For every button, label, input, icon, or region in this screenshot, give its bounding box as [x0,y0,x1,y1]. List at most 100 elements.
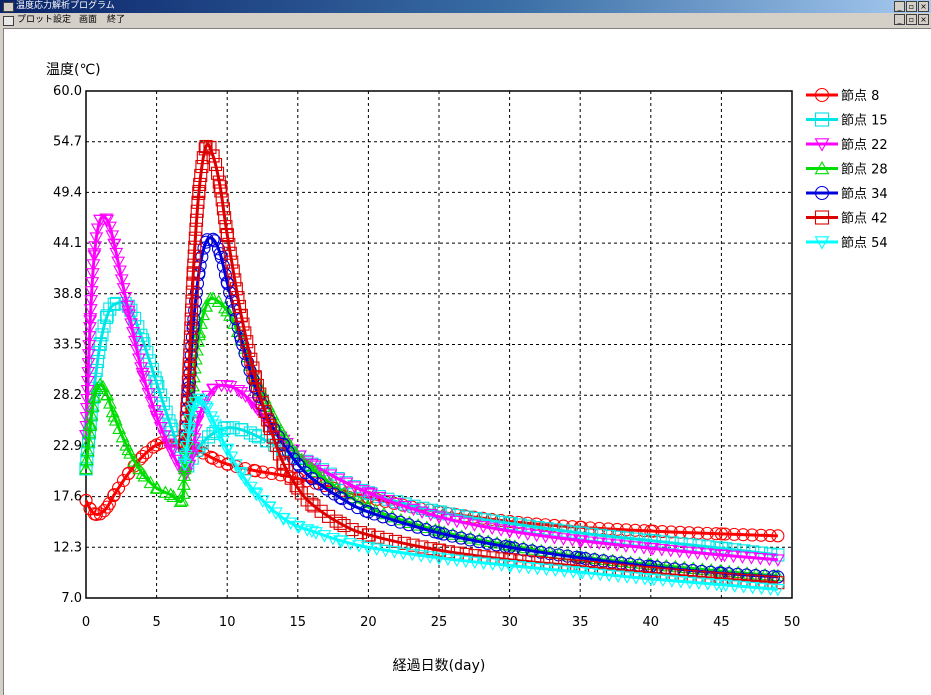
data-point-marker [814,87,830,103]
data-point-marker [137,337,151,351]
close-button[interactable]: × [918,1,929,12]
menu-screen[interactable]: 画面 [79,15,98,25]
data-point-marker [387,546,402,559]
data-point-marker [371,530,385,544]
data-point-marker [547,532,562,545]
data-point-marker [145,362,159,376]
data-point-marker [199,139,213,154]
data-point-marker [176,477,191,490]
data-point-marker [206,415,221,429]
data-point-marker [181,384,195,398]
data-point-marker [238,474,253,487]
data-point-marker [620,531,635,545]
data-point-marker [105,230,120,243]
data-point-marker [208,157,223,172]
y-tick-label: 60.0 [53,84,82,99]
data-point-marker [85,399,100,412]
data-point-marker [601,538,616,551]
data-point-marker [81,367,96,380]
maximize-button[interactable]: ▫ [906,1,917,12]
data-point-marker [593,568,608,582]
data-point-marker [80,403,94,416]
data-point-marker [188,240,202,254]
data-point-marker [206,232,220,246]
data-point-marker [441,513,456,527]
data-point-marker [122,309,137,323]
menu-exit[interactable]: 終了 [107,15,126,25]
data-point-marker [261,399,276,412]
data-point-marker [548,564,563,577]
data-point-marker [259,406,273,420]
data-point-marker [441,553,455,567]
data-point-marker [135,367,150,381]
data-point-marker [112,421,127,435]
data-point-marker [620,571,635,584]
data-point-marker [220,457,234,471]
data-point-marker [234,386,249,400]
data-point-marker [592,537,607,550]
data-point-marker [186,276,200,290]
y-tick-label: 7.0 [61,591,82,606]
data-point-marker [372,491,387,505]
menu-plot-settings[interactable]: プロット設定 [17,15,72,25]
data-point-marker [521,561,536,575]
data-point-marker [195,250,209,264]
legend-label: 節点 42 [841,212,888,227]
doc-restore-button[interactable]: ▫ [906,14,917,25]
data-point-marker [294,452,309,466]
data-point-marker [322,475,337,489]
data-point-marker [80,443,95,457]
data-point-marker [573,526,587,540]
data-point-marker [93,214,108,228]
data-point-marker [573,551,587,565]
data-point-marker [423,551,438,564]
data-point-marker [80,376,95,389]
data-point-marker [163,487,178,501]
data-point-marker [266,430,280,444]
data-point-marker [248,371,262,385]
data-point-marker [410,520,424,534]
data-point-marker [735,551,750,564]
document-icon[interactable] [3,16,14,26]
data-point-marker [449,515,464,529]
x-tick-label: 45 [713,615,730,630]
data-point-marker [162,414,176,428]
y-tick-label: 28.2 [53,388,82,403]
data-point-marker [276,455,290,469]
app-icon [3,2,14,12]
data-point-marker [240,335,254,349]
data-point-marker [83,418,98,432]
data-point-marker [198,142,212,156]
data-point-marker [333,491,347,505]
minimize-button[interactable]: _ [894,1,905,12]
data-point-marker [269,438,283,453]
data-point-marker [314,504,328,518]
data-point-marker [745,528,759,542]
x-tick-label: 0 [82,615,90,630]
data-point-marker [82,340,97,353]
data-point-marker [97,319,111,333]
data-point-marker [643,573,658,587]
data-point-marker [206,291,221,304]
doc-minimize-button[interactable]: _ [894,14,905,25]
data-point-marker [196,151,210,165]
data-point-marker [361,528,375,542]
data-point-marker [664,525,678,539]
data-point-marker [619,523,633,537]
data-point-marker [90,381,104,395]
doc-close-button[interactable]: × [918,14,929,25]
data-point-marker [304,525,319,539]
data-point-marker [116,283,131,296]
data-point-marker [423,509,438,522]
data-point-marker [513,518,527,532]
data-point-marker [530,562,545,576]
data-point-marker [512,561,527,574]
data-point-marker [539,563,554,577]
data-point-marker [188,231,202,245]
data-point-marker [628,523,642,537]
data-point-marker [234,309,248,323]
data-point-marker [814,185,830,201]
data-point-marker [206,384,221,397]
data-point-marker [218,211,232,225]
